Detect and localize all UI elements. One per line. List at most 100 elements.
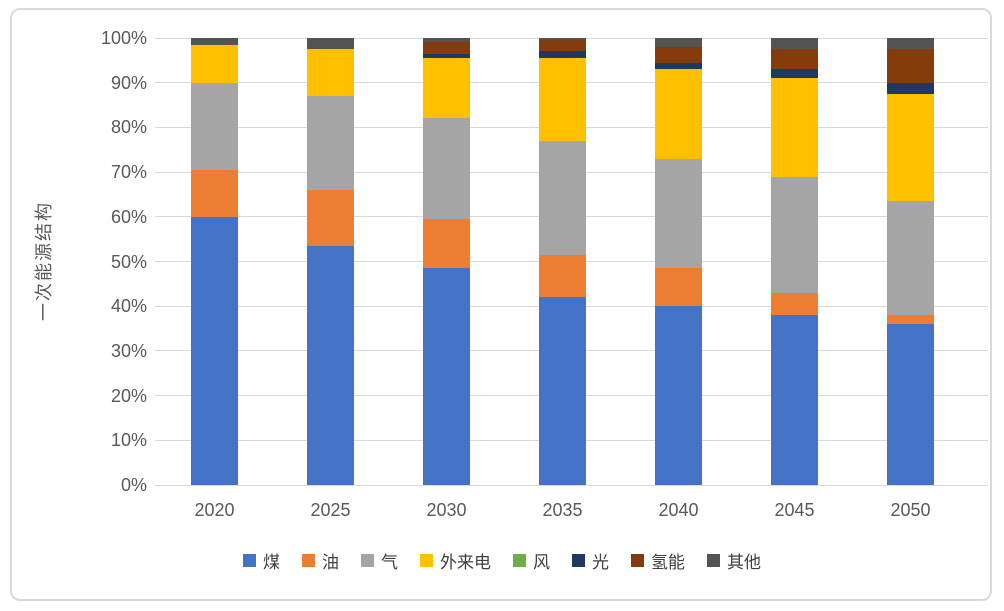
x-label-2030: 2030 [426,500,467,520]
bar-2020 [191,0,238,485]
segment-gas-2030 [423,118,470,220]
segment-oil-2020 [191,169,238,217]
y-tick-0: 0% [120,475,147,495]
x-label-2040: 2040 [658,500,699,520]
segment-coal-2030 [423,268,470,485]
segment-coal-2025 [307,245,354,485]
segment-solar-2050 [887,82,934,94]
legend-label-oil: 油 [322,552,339,572]
y-tick-50: 50% [110,251,147,272]
legend-label-hydrogen: 氢能 [651,552,685,572]
bar-2025 [307,0,354,485]
x-label-2020: 2020 [194,500,235,520]
segment-solar-2030 [423,53,470,59]
segment-coal-2035 [539,297,586,485]
segment-gas-2050 [887,201,934,316]
y-tick-40: 40% [110,296,147,317]
y-tick-100: 100% [100,28,147,48]
legend-item-coal: 煤 [243,548,280,573]
segment-oil-2040 [655,268,702,307]
x-label-2025: 2025 [310,500,351,520]
segment-imported-electricity-2020 [191,44,238,83]
legend-item-gas: 气 [361,548,398,573]
segment-other-2040 [655,38,702,47]
legend-swatch-solar [572,553,585,567]
y-tick-20: 20% [110,385,147,406]
segment-oil-2050 [887,315,934,325]
segment-coal-2020 [191,216,238,485]
segment-gas-2035 [539,140,586,255]
legend-label-coal: 煤 [263,552,280,572]
segment-coal-2050 [887,324,934,485]
x-label-2045: 2045 [774,500,815,520]
segment-hydrogen-2035 [539,40,586,52]
segment-imported-electricity-2045 [771,78,818,177]
segment-other-2030 [423,38,470,43]
legend-item-other: 其他 [707,548,761,573]
legend-label-wind: 风 [533,552,550,572]
legend-label-other: 其他 [727,552,761,572]
legend-swatch-wind [513,553,526,567]
segment-oil-2030 [423,219,470,269]
x-label-2035: 2035 [542,500,583,520]
bar-2045 [771,0,818,485]
segment-hydrogen-2050 [887,49,934,83]
legend: 煤 油 气 外来电 风 光 氢能 其他 [0,543,1004,577]
segment-solar-2040 [655,62,702,70]
segment-gas-2025 [307,96,354,190]
segment-other-2035 [539,38,586,41]
segment-hydrogen-2045 [771,49,818,70]
y-tick-10: 10% [110,430,147,451]
chart-border [10,8,992,601]
segment-imported-electricity-2040 [655,69,702,159]
segment-coal-2040 [655,306,702,485]
legend-swatch-other [707,553,720,567]
gridline-0 [155,484,988,486]
x-label-2050: 2050 [890,500,931,520]
bar-2050 [887,0,934,485]
segment-hydrogen-2040 [655,46,702,63]
legend-swatch-oil [302,553,315,567]
segment-other-2025 [307,38,354,50]
segment-imported-electricity-2035 [539,58,586,141]
y-tick-70: 70% [110,162,147,183]
legend-swatch-coal [243,553,256,567]
y-tick-30: 30% [110,340,147,361]
legend-label-gas: 气 [381,552,398,572]
segment-other-2045 [771,38,818,50]
legend-label-imported-electricity: 外来电 [440,552,491,572]
legend-item-imported-electricity: 外来电 [420,548,491,573]
legend-item-oil: 油 [302,548,339,573]
legend-swatch-imported-electricity [420,553,433,567]
y-tick-60: 60% [110,206,147,227]
bar-2035 [539,0,586,485]
legend-swatch-gas [361,553,374,567]
segment-oil-2035 [539,254,586,298]
segment-other-2020 [191,38,238,45]
segment-imported-electricity-2025 [307,49,354,97]
segment-oil-2045 [771,292,818,316]
segment-imported-electricity-2030 [423,58,470,119]
legend-item-wind: 风 [513,548,550,573]
segment-solar-2035 [539,51,586,59]
segment-hydrogen-2030 [423,42,470,54]
segment-gas-2020 [191,82,238,170]
bar-2030 [423,0,470,485]
legend-label-solar: 光 [592,552,609,572]
segment-oil-2025 [307,189,354,246]
y-tick-80: 80% [110,117,147,138]
segment-other-2050 [887,38,934,50]
y-axis-title: 一次能源结构 [34,201,54,321]
legend-item-hydrogen: 氢能 [631,548,685,573]
segment-coal-2045 [771,315,818,485]
bar-2040 [655,0,702,485]
segment-imported-electricity-2050 [887,93,934,202]
segment-gas-2040 [655,158,702,269]
segment-gas-2045 [771,176,818,293]
legend-item-solar: 光 [572,548,609,573]
legend-swatch-hydrogen [631,553,644,567]
y-tick-90: 90% [110,72,147,93]
segment-solar-2045 [771,69,818,79]
